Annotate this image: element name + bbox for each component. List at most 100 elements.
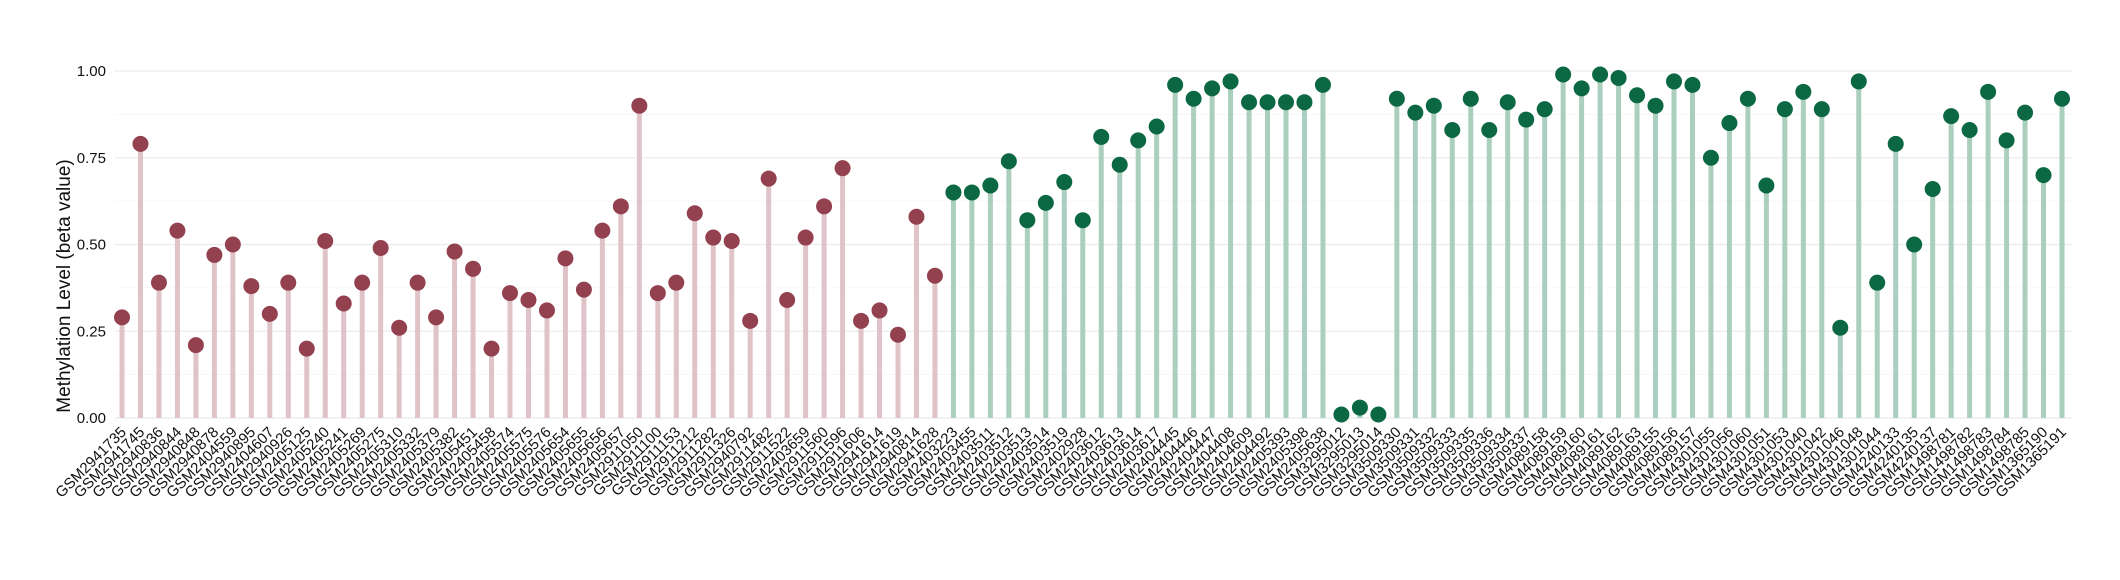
lollipop-point: [1776, 101, 1793, 118]
y-tick-label: 1.00: [77, 63, 106, 80]
x-axis-ticks: GSM2941735GSM2941745GSM2940836GSM2940844…: [52, 424, 2069, 501]
lollipop-point: [686, 205, 703, 222]
lollipop-point: [1666, 73, 1682, 90]
lollipop-point: [446, 243, 463, 260]
lollipop-point: [1629, 87, 1646, 104]
lollipop-point: [1499, 94, 1516, 111]
lollipop-point: [668, 274, 685, 291]
lollipop-point: [1481, 121, 1498, 138]
lollipop-point: [575, 281, 592, 298]
y-axis-ticks: 0.00 0.25 0.50 0.75 1.00: [77, 63, 106, 427]
lollipop-point: [963, 184, 980, 201]
lollipop-point: [132, 135, 149, 152]
lollipop-point: [1518, 111, 1535, 128]
y-tick-label: 0.50: [77, 237, 106, 254]
lollipop-point: [1721, 115, 1738, 132]
lollipop-point: [1924, 180, 1941, 197]
y-tick-label: 0.75: [77, 150, 106, 167]
lollipop-point: [1222, 73, 1239, 90]
lollipop-point: [1444, 121, 1461, 138]
lollipop-point: [1739, 90, 1756, 107]
lollipop-point: [853, 312, 870, 329]
lollipop-point: [1702, 149, 1719, 166]
lollipop-point: [261, 305, 278, 322]
lollipop-point: [2017, 104, 2034, 121]
lollipop-point: [1000, 153, 1017, 170]
lollipop-point: [409, 274, 426, 291]
lollipop-point: [428, 309, 445, 326]
lollipop-point: [2054, 90, 2070, 107]
lollipop-point: [1795, 83, 1812, 100]
lollipop-point: [1684, 76, 1701, 93]
lollipop-point: [1555, 66, 1572, 83]
lollipop-point: [723, 233, 740, 250]
lollipop-point: [1832, 319, 1849, 336]
lollipop-point: [150, 274, 167, 291]
lollipop-point: [760, 170, 777, 187]
lollipop-point: [372, 239, 389, 256]
lollipop-point: [1536, 101, 1553, 118]
lollipop-point: [1130, 132, 1147, 149]
lollipop-point: [1259, 94, 1276, 111]
lollipop-point: [1813, 101, 1830, 118]
lollipop-point: [1906, 236, 1923, 253]
lollipop-point: [649, 285, 666, 302]
lollipop-point: [1314, 76, 1331, 93]
lollipop-point: [224, 236, 241, 253]
stems: [119, 74, 2065, 418]
lollipop-point: [871, 302, 888, 319]
lollipop-point: [2035, 167, 2052, 184]
lollipop-point: [982, 177, 999, 194]
points: [114, 66, 2070, 423]
lollipop-point: [206, 246, 223, 263]
lollipop-point: [945, 184, 962, 201]
lollipop-point: [1850, 73, 1867, 90]
lollipop-point: [114, 309, 130, 326]
lollipop-point: [779, 292, 796, 309]
lollipop-point: [1037, 194, 1054, 211]
lollipop-point: [1296, 94, 1313, 111]
lollipop-point: [1185, 90, 1202, 107]
lollipop-point: [1647, 97, 1664, 114]
lollipop-point: [1943, 108, 1960, 125]
lollipop-point: [742, 312, 759, 329]
lollipop-point: [502, 285, 518, 302]
lollipop-point: [1074, 212, 1091, 229]
lollipop-point: [483, 340, 500, 357]
lollipop-point: [243, 278, 260, 295]
lollipop-point: [1204, 80, 1221, 97]
lollipop-point: [465, 260, 482, 277]
lollipop-point: [1887, 135, 1904, 152]
lollipop-point: [335, 295, 352, 312]
lollipop-point: [908, 208, 925, 225]
lollipop-point: [1388, 90, 1405, 107]
lollipop-point: [612, 198, 629, 215]
lollipop-point: [1592, 66, 1609, 83]
lollipop-point: [391, 319, 408, 336]
lollipop-point: [1111, 156, 1128, 173]
lollipop-point: [1278, 94, 1294, 111]
lollipop-point: [298, 340, 315, 357]
lollipop-point: [705, 229, 722, 246]
lollipop-point: [594, 222, 611, 239]
lollipop-point: [1370, 406, 1387, 423]
lollipop-point: [1148, 118, 1165, 135]
lollipop-point: [538, 302, 555, 319]
lollipop-point: [1610, 69, 1627, 86]
lollipop-point: [1980, 83, 1997, 100]
lollipop-point: [1093, 128, 1110, 145]
lollipop-point: [797, 229, 814, 246]
lollipop-point: [816, 198, 833, 215]
lollipop-point: [1961, 121, 1978, 138]
lollipop-point: [1573, 80, 1590, 97]
lollipop-point: [317, 233, 334, 250]
lollipop-point: [834, 160, 851, 177]
y-tick-label: 0.25: [77, 323, 106, 340]
lollipop-point: [1019, 212, 1036, 229]
lollipop-point: [1425, 97, 1442, 114]
lollipop-point: [280, 274, 297, 291]
lollipop-point: [1241, 94, 1258, 111]
grid-lines: [115, 70, 2072, 419]
lollipop-point: [1758, 177, 1775, 194]
